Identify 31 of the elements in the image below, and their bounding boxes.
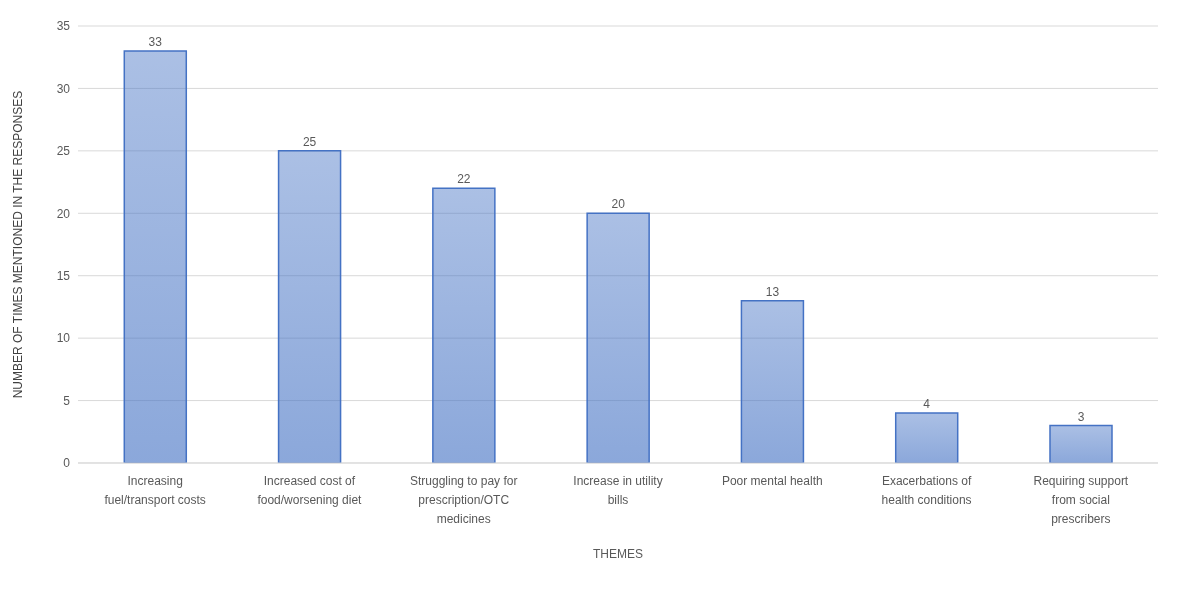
y-axis-title: NUMBER OF TIMES MENTIONED IN THE RESPONSES [11, 90, 26, 399]
data-label: 33 [148, 34, 163, 49]
y-tick-label: 30 [56, 81, 71, 96]
x-tick-label: Exacerbations of health conditions [881, 474, 972, 507]
bar [586, 212, 650, 463]
y-tick-label: 0 [63, 456, 71, 471]
bar [123, 50, 188, 463]
bar [1049, 424, 1113, 463]
bar [894, 412, 959, 463]
x-tick-label: Poor mental health [721, 474, 823, 488]
y-tick-label: 25 [56, 144, 71, 159]
y-tick-label: 5 [63, 393, 71, 408]
data-label: 22 [457, 172, 471, 187]
bar [740, 299, 805, 463]
x-tick-label: Requiring support from social prescribers [1033, 474, 1129, 526]
x-tick-label: Struggling to pay for prescription/OTC medicines [410, 474, 518, 526]
data-label: 20 [611, 197, 626, 212]
data-label: 25 [302, 134, 317, 149]
x-tick-label: Increase in utility bills [573, 474, 663, 507]
data-label: 3 [1077, 409, 1085, 424]
x-tick-label: Increased cost of food/worsening diet [257, 474, 363, 507]
bar [277, 150, 342, 463]
y-tick-label: 35 [56, 19, 71, 34]
y-tick-label: 15 [56, 268, 71, 283]
bar [432, 187, 496, 463]
y-tick-label: 20 [56, 206, 71, 221]
y-tick-label: 10 [56, 331, 71, 346]
data-label: 13 [765, 284, 780, 299]
x-axis-title: THEMES [592, 547, 644, 561]
x-tick-label: Increasing fuel/transport costs [104, 474, 206, 507]
data-label: 4 [923, 397, 931, 412]
